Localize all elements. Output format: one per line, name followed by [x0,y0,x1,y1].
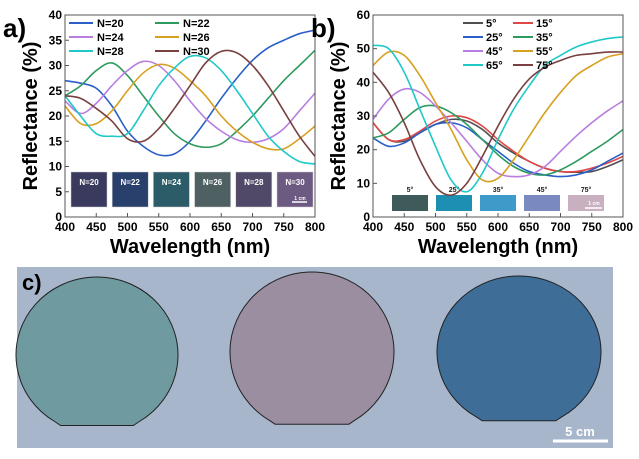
inset-label: N=24 [162,178,182,187]
legend-label: N=26 [183,32,210,44]
x-tick-label: 400 [363,220,383,234]
x-tick-label: 600 [180,220,200,234]
inset-swatch [436,195,472,211]
inset-label: 75° [581,186,592,194]
inset-label: 35° [493,186,504,194]
inset-label: 5° [407,186,414,194]
inset-label: 25° [449,186,460,194]
y-tick-label: 20 [49,109,63,123]
x-tick-label: 500 [117,220,137,234]
scale-bar-label: 1 cm [588,201,600,207]
inset-swatch [392,195,428,211]
x-tick-label: 550 [457,220,477,234]
panel-label: b) [311,13,336,43]
y-tick-label: 40 [49,8,63,22]
x-tick-label: 450 [394,220,414,234]
series-line-55° [372,50,624,183]
legend-label: N=28 [97,46,124,58]
y-tick-label: 30 [357,109,371,123]
x-tick-label: 600 [488,220,508,234]
y-axis-label: Reflectance (%) [328,42,350,191]
wafer [229,271,395,425]
x-tick-label: 700 [550,220,570,234]
inset-swatch [70,171,108,208]
wafer [436,275,602,422]
inset-swatch [194,171,231,208]
x-tick-label: 750 [582,220,602,234]
x-tick-label: 650 [519,220,539,234]
legend-label: 25° [486,32,503,44]
panel-label: c) [22,270,42,295]
x-axis-label: Wavelength (nm) [110,236,270,258]
inset-swatch [568,195,604,211]
inset-label: N=22 [121,178,141,187]
inset-swatch [276,171,314,208]
scale-bar-label: 1 cm [294,196,306,202]
legend-label: N=30 [183,46,210,58]
series-line-75° [372,51,624,196]
inset-swatch [111,171,149,208]
y-tick-label: 30 [49,59,63,73]
series-line-N=20 [64,29,316,157]
series-line-35° [372,104,624,176]
series-line-25° [372,121,624,178]
x-tick-label: 450 [86,220,106,234]
legend-label: 35° [536,32,553,44]
legend-label: N=20 [97,18,124,30]
series-line-N=28 [64,54,316,165]
y-tick-label: 40 [357,75,371,89]
series-line-N=26 [64,63,316,151]
inset-label: N=20 [79,178,99,187]
x-tick-label: 700 [242,220,262,234]
y-tick-label: 35 [49,33,63,47]
y-tick-label: 0 [55,210,62,224]
y-tick-label: 20 [357,143,371,157]
y-tick-label: 15 [49,134,63,148]
y-tick-label: 10 [49,160,63,174]
y-tick-label: 0 [363,210,370,224]
legend-label: 65° [486,60,503,72]
panel-label: a) [3,13,26,43]
series-line-45° [372,87,624,178]
series-line-N=24 [64,60,316,144]
x-axis-label: Wavelength (nm) [418,236,578,258]
inset-swatch [524,195,560,211]
legend-label: 45° [486,46,503,58]
series-line-65° [372,36,624,193]
series-line-N=30 [64,49,316,157]
legend-label: 5° [486,18,497,30]
x-tick-label: 800 [613,220,633,234]
y-tick-label: 10 [357,176,371,190]
x-tick-label: 500 [425,220,445,234]
x-tick-label: 550 [149,220,169,234]
y-tick-label: 5 [55,185,62,199]
y-axis-label: Reflectance (%) [20,42,42,191]
inset-label: N=26 [203,178,223,187]
legend-label: 55° [536,46,553,58]
x-tick-label: 750 [274,220,294,234]
inset-swatch [235,171,273,208]
inset-label: N=30 [285,178,305,187]
photo-panel: c) 5 cm [15,267,613,448]
legend-label: 15° [536,18,553,30]
y-tick-label: 25 [49,84,63,98]
inset-label: N=28 [244,178,264,187]
y-tick-label: 50 [357,42,371,56]
x-tick-label: 400 [55,220,75,234]
x-tick-label: 650 [211,220,231,234]
legend-label: 75° [536,60,553,72]
wafer [15,276,179,426]
legend-label: N=24 [97,32,124,44]
y-tick-label: 60 [357,8,371,22]
inset-label: 45° [537,186,548,194]
x-tick-label: 800 [305,220,325,234]
inset-swatch [153,171,190,208]
scale-bar-label: 5 cm [565,424,595,439]
inset-swatch [480,195,516,211]
legend-label: N=22 [183,18,210,30]
